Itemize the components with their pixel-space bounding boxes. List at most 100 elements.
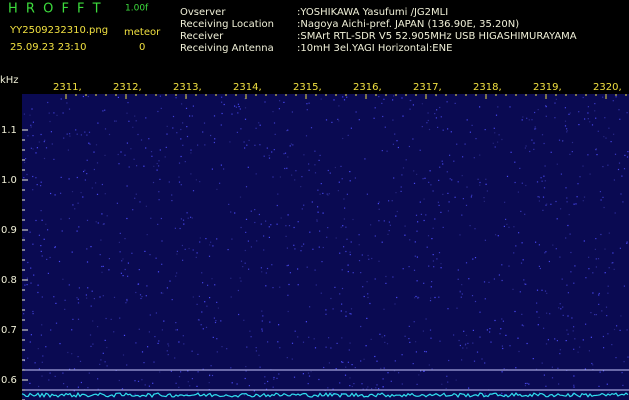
noise-dot — [30, 126, 32, 128]
noise-dot — [198, 319, 200, 321]
noise-dot — [526, 117, 528, 119]
noise-dot — [611, 262, 613, 264]
time-label: 2316, — [353, 82, 382, 93]
noise-dot — [335, 368, 337, 370]
noise-dot — [606, 315, 608, 317]
noise-dot — [316, 220, 318, 222]
noise-dot — [430, 297, 432, 299]
noise-dot — [259, 366, 261, 368]
noise-dot — [387, 372, 389, 374]
noise-dot — [382, 115, 384, 118]
noise-dot — [398, 372, 400, 374]
noise-dot — [266, 147, 268, 149]
noise-dot — [153, 361, 155, 363]
noise-dot — [97, 378, 99, 380]
noise-dot — [192, 105, 194, 107]
noise-dot — [522, 116, 524, 118]
noise-dot — [145, 117, 147, 119]
noise-dot — [362, 388, 364, 390]
noise-dot — [73, 390, 75, 392]
noise-dot — [180, 371, 182, 373]
noise-dot — [413, 182, 416, 184]
noise-dot — [158, 160, 160, 162]
noise-dot — [360, 360, 362, 362]
noise-dot — [68, 178, 70, 180]
time-label: 2315, — [293, 82, 322, 93]
noise-dot — [86, 248, 88, 250]
noise-dot — [76, 133, 78, 135]
noise-dot — [32, 189, 34, 191]
noise-dot — [350, 313, 352, 315]
noise-dot — [78, 287, 80, 289]
noise-dot — [239, 277, 241, 279]
noise-dot — [619, 247, 621, 249]
noise-dot — [99, 254, 101, 256]
noise-dot — [334, 166, 336, 169]
noise-dot — [87, 387, 89, 389]
noise-dot — [467, 342, 469, 344]
noise-dot — [389, 224, 391, 226]
noise-dot — [533, 142, 535, 144]
noise-dot — [246, 346, 248, 348]
noise-dot — [341, 361, 343, 363]
noise-dot — [520, 210, 522, 212]
noise-dot — [597, 258, 600, 260]
noise-dot — [435, 117, 437, 119]
noise-dot — [229, 141, 231, 143]
noise-dot — [126, 300, 128, 302]
noise-dot — [564, 125, 567, 127]
noise-dot — [210, 134, 212, 137]
noise-dot — [537, 109, 539, 111]
noise-dot — [235, 106, 237, 108]
noise-dot — [315, 284, 317, 286]
noise-dot — [213, 317, 215, 319]
noise-dot — [201, 272, 203, 274]
noise-dot — [182, 144, 184, 146]
noise-dot — [328, 193, 330, 195]
noise-dot — [351, 385, 353, 388]
noise-dot — [546, 203, 548, 205]
noise-dot — [254, 209, 256, 211]
noise-dot — [32, 310, 34, 313]
freq-unit: kHz — [0, 75, 19, 86]
noise-dot — [544, 165, 546, 167]
noise-dot — [40, 185, 42, 187]
noise-dot — [158, 340, 160, 342]
time-label: 2318, — [473, 82, 502, 93]
noise-dot — [140, 297, 142, 300]
noise-dot — [26, 284, 28, 286]
noise-dot — [392, 276, 394, 278]
noise-dot — [253, 390, 255, 392]
noise-dot — [333, 99, 335, 101]
noise-dot — [498, 134, 500, 136]
noise-dot — [261, 310, 263, 312]
noise-dot — [541, 362, 543, 364]
noise-dot — [484, 362, 486, 364]
noise-dot — [77, 318, 80, 320]
noise-dot — [619, 118, 621, 120]
freq-label: 1.1 — [1, 125, 17, 136]
noise-dot — [604, 248, 606, 250]
noise-dot — [23, 313, 25, 315]
noise-dot — [351, 364, 353, 366]
noise-dot — [469, 131, 471, 133]
noise-dot — [545, 251, 547, 253]
noise-dot — [239, 196, 242, 198]
noise-dot — [459, 344, 461, 347]
noise-dot — [155, 257, 157, 259]
noise-dot — [53, 112, 55, 114]
noise-dot — [104, 339, 106, 341]
noise-dot — [428, 364, 430, 366]
noise-dot — [161, 263, 163, 265]
noise-dot — [423, 370, 425, 372]
noise-dot — [118, 163, 120, 165]
noise-dot — [35, 219, 37, 222]
noise-dot — [473, 360, 476, 362]
noise-dot — [287, 310, 289, 313]
noise-dot — [92, 320, 94, 322]
noise-dot — [165, 146, 167, 148]
noise-dot — [595, 148, 597, 150]
noise-dot — [277, 341, 279, 343]
noise-dot — [312, 248, 314, 250]
noise-dot — [341, 287, 344, 290]
